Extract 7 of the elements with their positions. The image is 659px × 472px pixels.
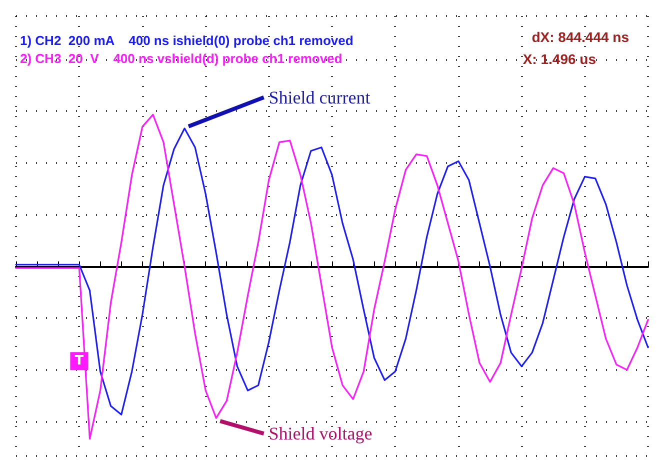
annotation: T bbox=[74, 354, 84, 369]
text: 2) CH3 20 V 400 ns vshield(d) probe ch1 removed bbox=[20, 51, 342, 66]
text: 1) CH2 200 mA 400 ns ishield(0) probe ch1 removed bbox=[20, 33, 354, 48]
text: X: 1.496 us bbox=[522, 51, 596, 67]
series-label: Shield voltage bbox=[268, 424, 372, 444]
text: dX: 844.444 ns bbox=[532, 29, 630, 45]
text: Shield current bbox=[268, 87, 370, 108]
